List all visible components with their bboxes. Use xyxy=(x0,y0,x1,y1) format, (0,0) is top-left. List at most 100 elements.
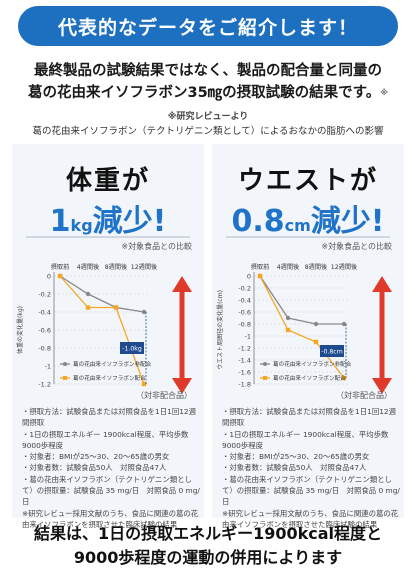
x-tick-label: 摂取前 xyxy=(251,263,270,271)
red-arrow-head-down xyxy=(372,378,392,394)
note-line: ・対象者：BMIが25〜30、20〜65歳の男女 xyxy=(22,452,170,462)
waist-panel: ウエストが 0.8cm減少! ※対象食品との比較 0 -0.2 -0.4 -0.6 -0… xyxy=(212,144,404,529)
legend-label: 葛の花由来イソフラボン非配合 xyxy=(73,360,152,368)
weight-title: 体重が xyxy=(65,166,150,196)
series-line xyxy=(259,275,344,325)
data-point xyxy=(141,381,147,387)
weight-panel: 体重が 1kg減少! ※対象食品との比較 0 -0.2 -0.4 -0.6 -0.8 -1… xyxy=(12,144,204,529)
y-axis-label: ウエスト周囲径の変化量(cm) xyxy=(216,290,224,370)
conclusion-line-1: 結果は、1日の摂取エネルギー1900kcal程度と xyxy=(33,524,383,543)
legend-marker xyxy=(63,376,67,380)
x-tick-label: 12週間後 xyxy=(331,263,358,271)
note-line: ・1日の摂取エネルギー 1900kcal程度、平均歩数9000歩程度 xyxy=(222,429,389,450)
y-tick-label: -1.2 xyxy=(238,345,251,353)
weight-suffix: 減少! xyxy=(92,204,167,239)
review-label: ※研究レビューより xyxy=(167,112,249,122)
chart-footnote: （対非配合品） xyxy=(336,391,392,400)
banner-title: 代表的なデータをご紹介します！ xyxy=(57,16,358,39)
compare-note: ※対象食品との比較 xyxy=(121,242,192,251)
legend-label: 葛の花由来イソフラボン配合 xyxy=(73,374,146,382)
y-tick-label: 0 xyxy=(47,273,51,281)
y-tick-label: -0.4 xyxy=(38,309,51,317)
lead-note: ※ xyxy=(380,88,388,97)
study-notes: ・摂取方法：試験食品または対照食品を1日1回12週間摂取 ・1日の摂取エネルギー… xyxy=(22,406,200,530)
note-line: ・葛の花由来イソフラボン（テクトリゲニン類として）の摂取量：試験食品 35 mg… xyxy=(222,474,400,507)
y-tick-label: -1.4 xyxy=(238,357,251,365)
y-tick-label: -0.8 xyxy=(238,321,251,329)
data-point xyxy=(113,305,119,310)
divider xyxy=(26,236,190,238)
conclusion-line-2: 9000歩程度の運動の併用によります xyxy=(73,548,343,567)
y-tick-label: -0.6 xyxy=(238,309,251,317)
legend-label: 葛の花由来イソフラボン非配合 xyxy=(273,360,352,368)
red-arrow-head-up xyxy=(372,276,392,292)
waist-headline: 0.8cm減少! xyxy=(212,196,404,240)
weight-chart: 0 -0.2 -0.4 -0.6 -0.8 -1 -1.2 摂取前 4週間後 8週間後 12週間後体… xyxy=(16,263,192,394)
divider xyxy=(226,236,390,238)
difference-callout-label: -1.0kg xyxy=(122,346,142,353)
y-tick-label: -0.8 xyxy=(38,345,51,353)
legend-marker xyxy=(263,376,267,380)
weight-headline: 1kg減少! xyxy=(12,196,204,240)
y-tick-label: -0.2 xyxy=(38,291,51,299)
difference-callout-label: -0.8cm xyxy=(321,349,343,356)
y-tick-label: -1.2 xyxy=(38,381,51,389)
y-tick-label: -1.8 xyxy=(238,381,251,389)
note-line: ・対象者数：試験食品50人 対照食品47人 xyxy=(22,463,167,473)
data-point xyxy=(85,305,91,310)
red-arrow-head-down xyxy=(172,378,192,394)
data-point xyxy=(85,291,91,297)
y-tick-label: -1 xyxy=(45,363,51,371)
x-tick-label: 12週間後 xyxy=(131,263,158,271)
data-point xyxy=(341,375,347,381)
x-tick-label: 摂取前 xyxy=(51,263,70,271)
data-point xyxy=(285,327,291,333)
legend-marker xyxy=(263,362,267,366)
y-tick-label: -1.6 xyxy=(238,369,251,377)
note-line: ※研究レビュー採用文献のうち、食品に関連の葛の花由来イソフラボンを摂取させた臨床… xyxy=(222,508,399,529)
x-tick-label: 4週間後 xyxy=(77,263,100,271)
x-tick-label: 8週間後 xyxy=(105,263,128,271)
lead-text: 最終製品の試験結果ではなく、製品の配合量と同量の 葛の花由来イソフラボン35㎎の… xyxy=(0,60,416,104)
note-line: ・葛の花由来イソフラボン（テクトリゲニン類として）の摂取量：試験食品 35 mg… xyxy=(22,474,200,507)
difference-callout xyxy=(320,345,344,357)
note-line: ・摂取方法：試験食品または対照食品を1日1回12週間摂取 xyxy=(222,407,397,428)
note-line: ・1日の摂取エネルギー 1900kcal程度、平均歩数9000歩程度 xyxy=(22,429,189,450)
note-line: ・摂取方法：試験食品または対照食品を1日1回12週間摂取 xyxy=(22,407,197,428)
y-tick-label: -1 xyxy=(245,333,251,341)
subject-caption: 葛の花由来イソフラボン（テクトリゲニン類として）によるおなかの脂肪への影響 xyxy=(32,126,384,137)
waist-suffix: 減少! xyxy=(310,204,385,239)
legend-label: 葛の花由来イソフラボン配合 xyxy=(273,374,346,382)
waist-chart: 0 -0.2 -0.4 -0.6 -0.8 -1 -1.2 -1.4 -1.6 -1.8 摂取前 4週… xyxy=(216,263,392,394)
data-point xyxy=(57,273,63,279)
conclusion: 結果は、1日の摂取エネルギー1900kcal程度と 9000歩程度の運動の併用に… xyxy=(0,522,416,570)
lead-line-2: 葛の花由来イソフラボン35㎎の摂取試験の結果です。 xyxy=(27,85,381,101)
data-point xyxy=(341,321,347,327)
waist-unit: cm xyxy=(284,216,311,235)
lead-line-1: 最終製品の試験結果ではなく、製品の配合量と同量の xyxy=(34,63,382,79)
data-point xyxy=(141,309,147,315)
y-tick-label: -0.2 xyxy=(238,285,251,293)
y-tick-label: 0 xyxy=(247,273,251,281)
legend-marker xyxy=(63,362,67,366)
note-line: ・対象者：BMIが25〜30、20〜65歳の男女 xyxy=(222,452,370,462)
y-tick-label: -0.4 xyxy=(238,297,251,305)
note-line: ※研究レビュー採用文献のうち、食品に関連の葛の花由来イソフラボンを摂取させた臨床… xyxy=(22,508,199,529)
red-arrow-head-up xyxy=(172,276,192,292)
x-tick-label: 8週間後 xyxy=(305,263,328,271)
data-point xyxy=(257,273,263,279)
waist-value: 0.8 xyxy=(231,204,285,239)
data-point xyxy=(313,321,319,327)
difference-callout xyxy=(120,342,144,354)
compare-note: ※対象食品との比較 xyxy=(321,242,392,251)
waist-title: ウエストが xyxy=(237,166,378,196)
header-banner: 代表的なデータをご紹介します！ xyxy=(18,6,398,46)
series-line xyxy=(59,275,145,313)
note-line: ・対象者数：試験食品50人 対照食品47人 xyxy=(222,463,367,473)
weight-unit: kg xyxy=(70,216,93,235)
chart-footnote: （対非配合品） xyxy=(136,391,192,400)
weight-value: 1 xyxy=(49,204,71,239)
x-tick-label: 4週間後 xyxy=(277,263,300,271)
y-axis-label: 体重の変化量(kg) xyxy=(16,306,24,354)
data-point xyxy=(313,339,319,345)
